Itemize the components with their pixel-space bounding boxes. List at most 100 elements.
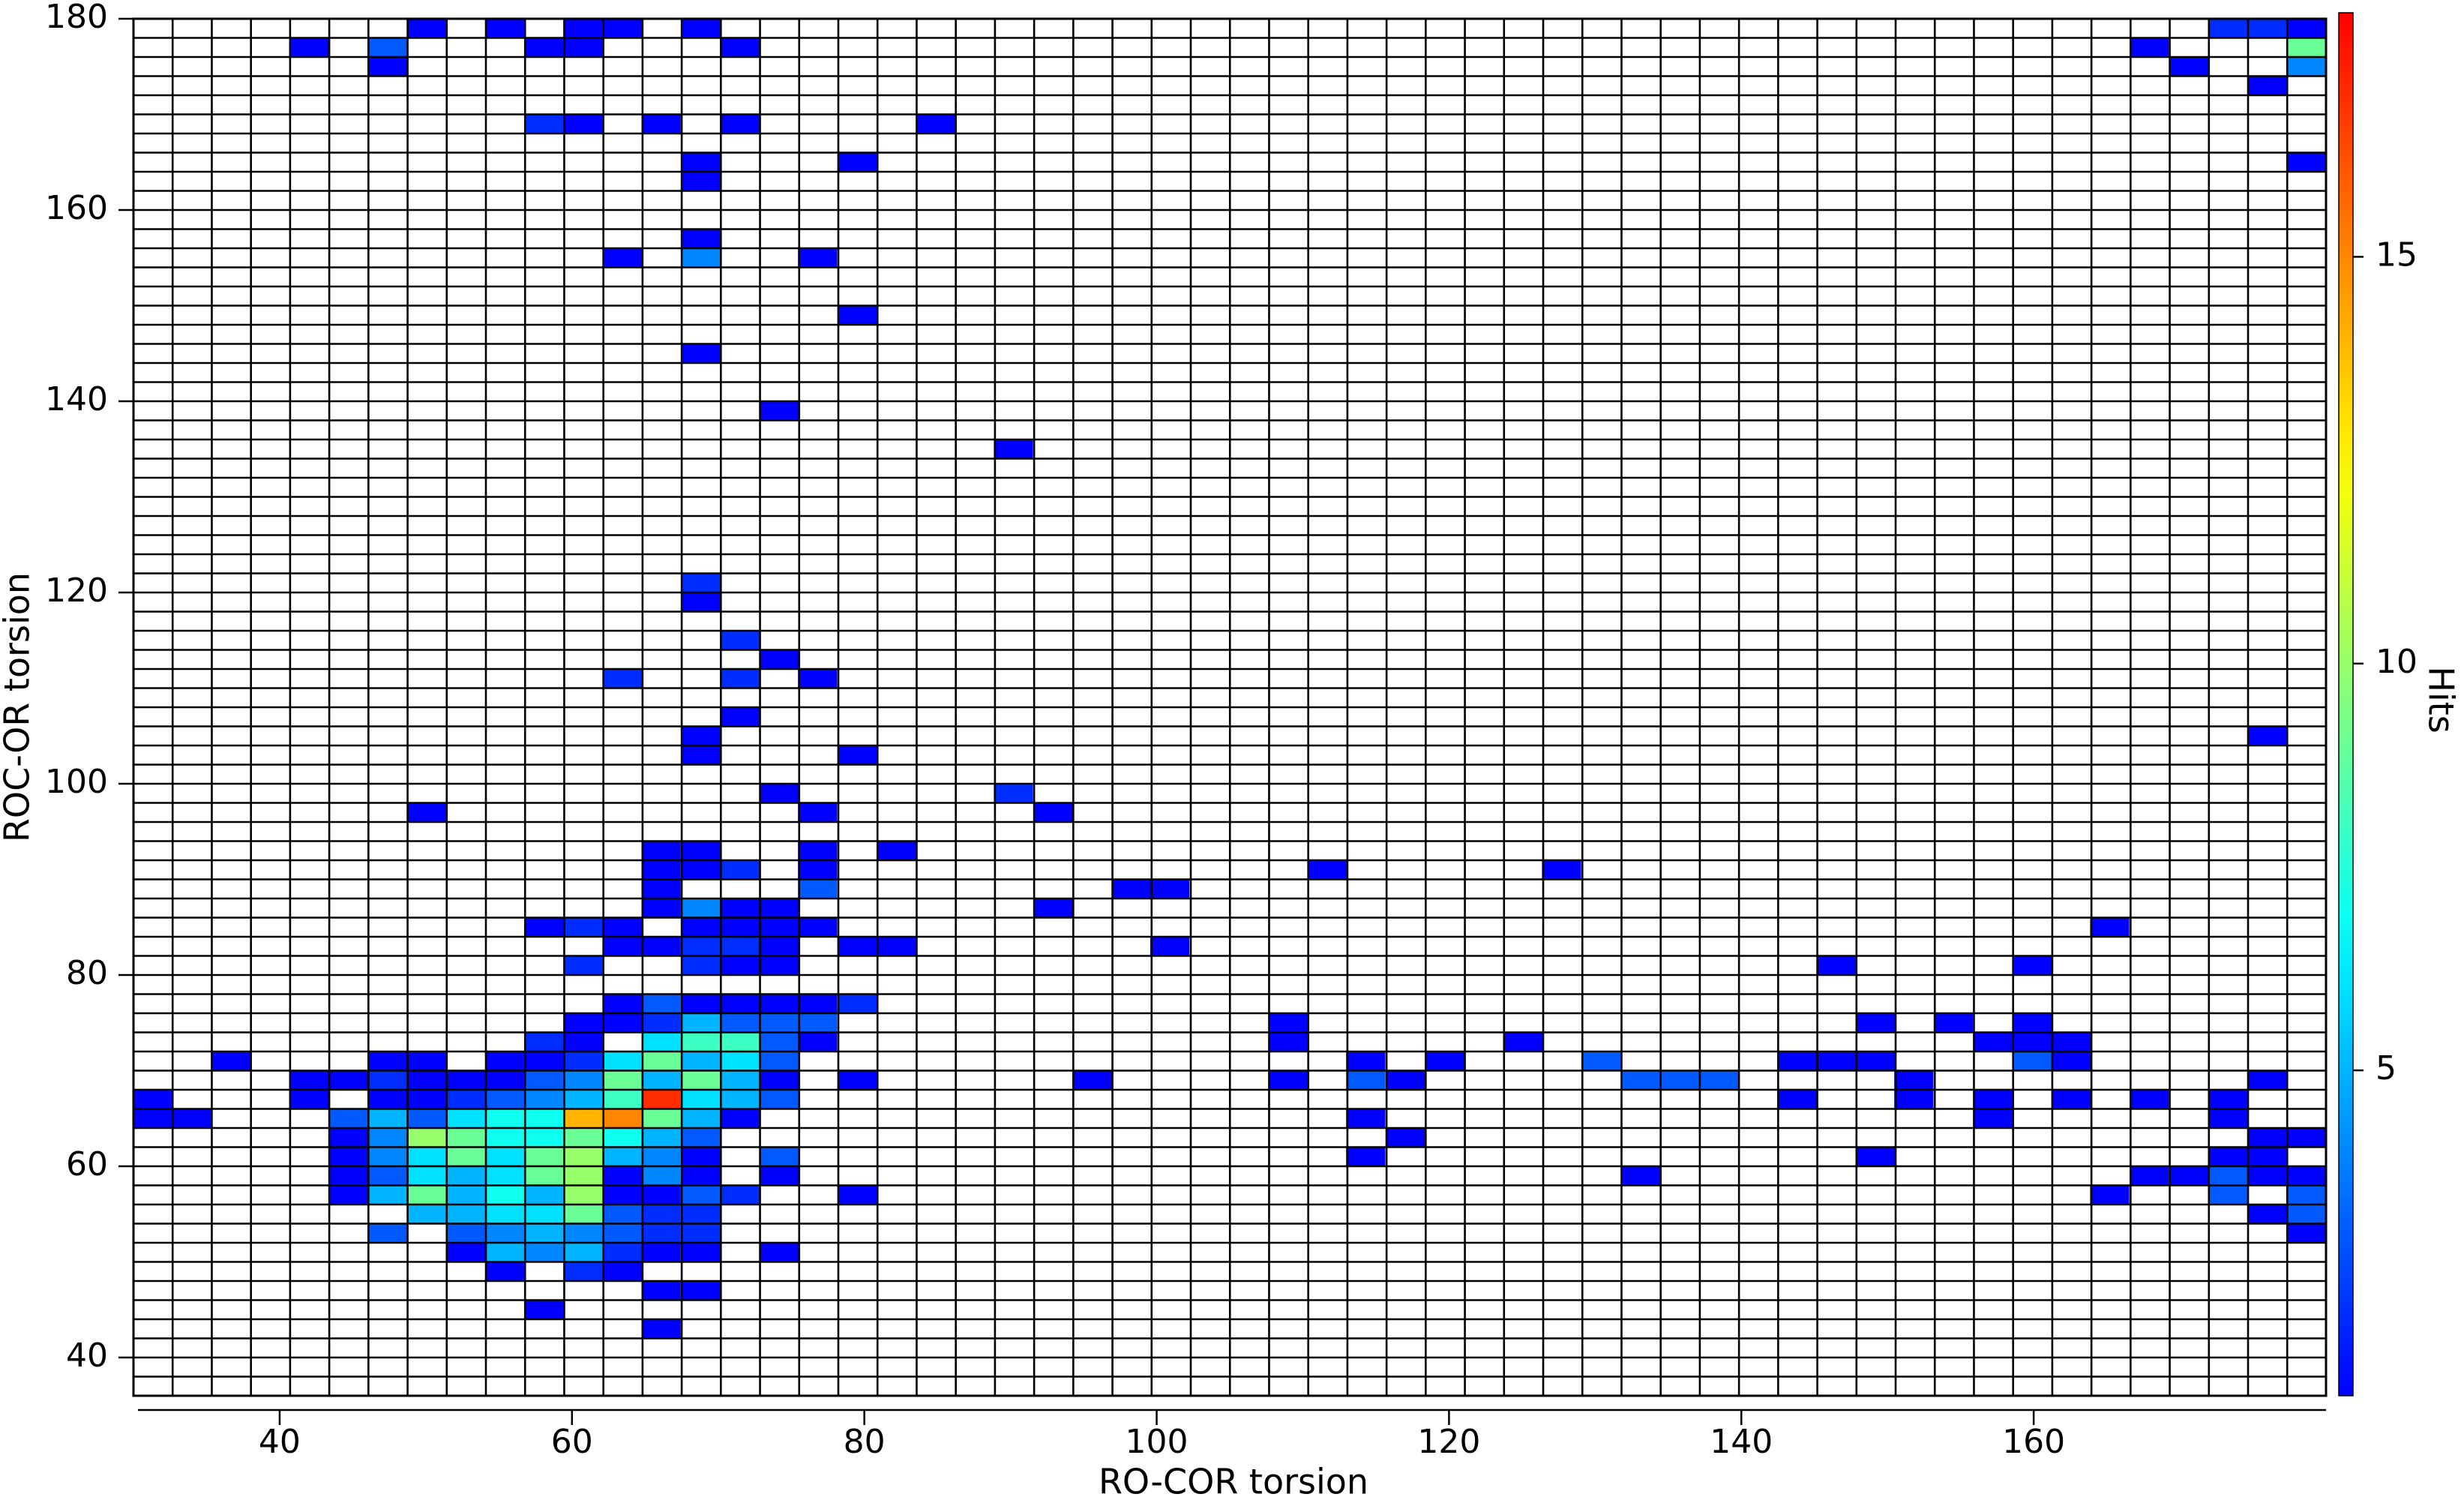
heat-cell xyxy=(798,841,838,860)
heat-cell xyxy=(407,1108,447,1128)
y-tick-label: 160 xyxy=(45,189,108,227)
heat-cell xyxy=(447,1147,487,1166)
heat-cell xyxy=(368,1090,408,1109)
y-tick-label: 180 xyxy=(45,0,108,36)
heat-cell xyxy=(798,879,838,898)
heat-cell xyxy=(837,152,877,172)
heat-cell xyxy=(760,1147,799,1166)
heat-cell xyxy=(681,1204,721,1224)
heat-cell xyxy=(1503,1032,1543,1052)
heat-cell xyxy=(2130,1090,2169,1109)
heat-cell xyxy=(760,1166,799,1186)
heat-cell xyxy=(681,344,721,363)
heat-cell xyxy=(2247,76,2288,95)
heat-cell xyxy=(564,1090,604,1109)
heat-cell xyxy=(760,1032,799,1052)
heat-cell xyxy=(564,19,604,38)
heat-cell xyxy=(720,631,760,650)
heat-cell xyxy=(2052,1052,2091,1071)
heat-cell xyxy=(485,1052,525,1071)
heat-cell xyxy=(564,956,604,975)
heat-cell xyxy=(681,860,721,880)
heat-cell xyxy=(211,1052,251,1071)
heat-cell xyxy=(916,114,956,134)
heat-cell xyxy=(564,1243,604,1262)
y-tick-label: 120 xyxy=(45,572,108,610)
heat-cell xyxy=(681,937,721,956)
heat-cell xyxy=(603,248,643,268)
heat-cell xyxy=(2287,1128,2327,1148)
heat-cell xyxy=(2287,38,2327,57)
heat-cell xyxy=(2090,1185,2130,1204)
heat-cell xyxy=(798,1013,838,1033)
heat-cell xyxy=(720,956,760,975)
heat-cell xyxy=(1346,1052,1386,1071)
heat-cell xyxy=(524,1243,564,1262)
heat-cell xyxy=(1308,860,1347,880)
x-tick-label: 160 xyxy=(2002,1423,2065,1461)
heat-cell xyxy=(760,956,799,975)
heat-cell xyxy=(564,1166,604,1186)
heat-cell xyxy=(681,1223,721,1243)
heat-cell xyxy=(720,1032,760,1052)
colorbar-tick-label: 15 xyxy=(2376,236,2418,274)
heat-cell xyxy=(447,1204,487,1224)
heat-cell xyxy=(641,1013,681,1033)
heat-cell xyxy=(1973,1032,2013,1052)
plot-frame xyxy=(132,17,2328,1397)
y-tick-label: 40 xyxy=(66,1336,108,1375)
heat-cell xyxy=(760,784,799,803)
heat-cell xyxy=(1033,802,1073,822)
heat-cell xyxy=(564,1262,604,1281)
heat-cell xyxy=(1777,1052,1817,1071)
heat-cell xyxy=(641,860,681,880)
heat-cell xyxy=(2287,152,2327,172)
heat-cell xyxy=(760,898,799,918)
cell-grid xyxy=(132,17,2328,1397)
heat-cell xyxy=(681,1243,721,1262)
heat-cell xyxy=(641,1204,681,1224)
heat-cell xyxy=(720,937,760,956)
heat-cell xyxy=(720,860,760,880)
heat-cell xyxy=(2208,1185,2248,1204)
heat-cell xyxy=(760,650,799,669)
heat-cell xyxy=(720,1052,760,1071)
heat-cell xyxy=(1620,1166,1660,1186)
heat-cell xyxy=(798,248,838,268)
heat-cell xyxy=(641,898,681,918)
heat-cell xyxy=(1856,1147,1896,1166)
heat-cell xyxy=(603,1147,643,1166)
heat-cell xyxy=(1894,1070,1934,1090)
heat-cell xyxy=(1816,1052,1857,1071)
heat-cell xyxy=(1894,1090,1934,1109)
heat-cell xyxy=(2208,1090,2248,1109)
heat-cell xyxy=(1268,1070,1308,1090)
heat-cell xyxy=(837,937,877,956)
heat-cell xyxy=(641,1032,681,1052)
heat-cell xyxy=(368,57,408,76)
heat-cell xyxy=(1933,1013,1974,1033)
heat-cell xyxy=(994,784,1033,803)
heat-cell xyxy=(564,1032,604,1052)
heat-cell xyxy=(2130,38,2169,57)
heat-cell xyxy=(1072,1070,1112,1090)
heat-cell xyxy=(720,707,760,727)
heat-cell xyxy=(603,1128,643,1148)
heat-cell xyxy=(681,1013,721,1033)
x-tick-label: 60 xyxy=(551,1423,593,1461)
heat-cell xyxy=(603,994,643,1013)
heat-cell xyxy=(485,1070,525,1090)
heat-cell xyxy=(328,1108,368,1128)
heat-cell xyxy=(760,917,799,937)
y-tick-label: 140 xyxy=(45,380,108,418)
heat-cell xyxy=(368,1108,408,1128)
heat-cell xyxy=(407,1070,447,1090)
heat-cell xyxy=(603,1090,643,1109)
heat-cell xyxy=(994,440,1033,459)
heat-cell xyxy=(368,1052,408,1071)
heat-cell xyxy=(641,1281,681,1300)
heat-cell xyxy=(720,917,760,937)
heat-cell xyxy=(2013,1013,2052,1033)
heat-cell xyxy=(641,1108,681,1128)
heat-cell xyxy=(1777,1090,1817,1109)
